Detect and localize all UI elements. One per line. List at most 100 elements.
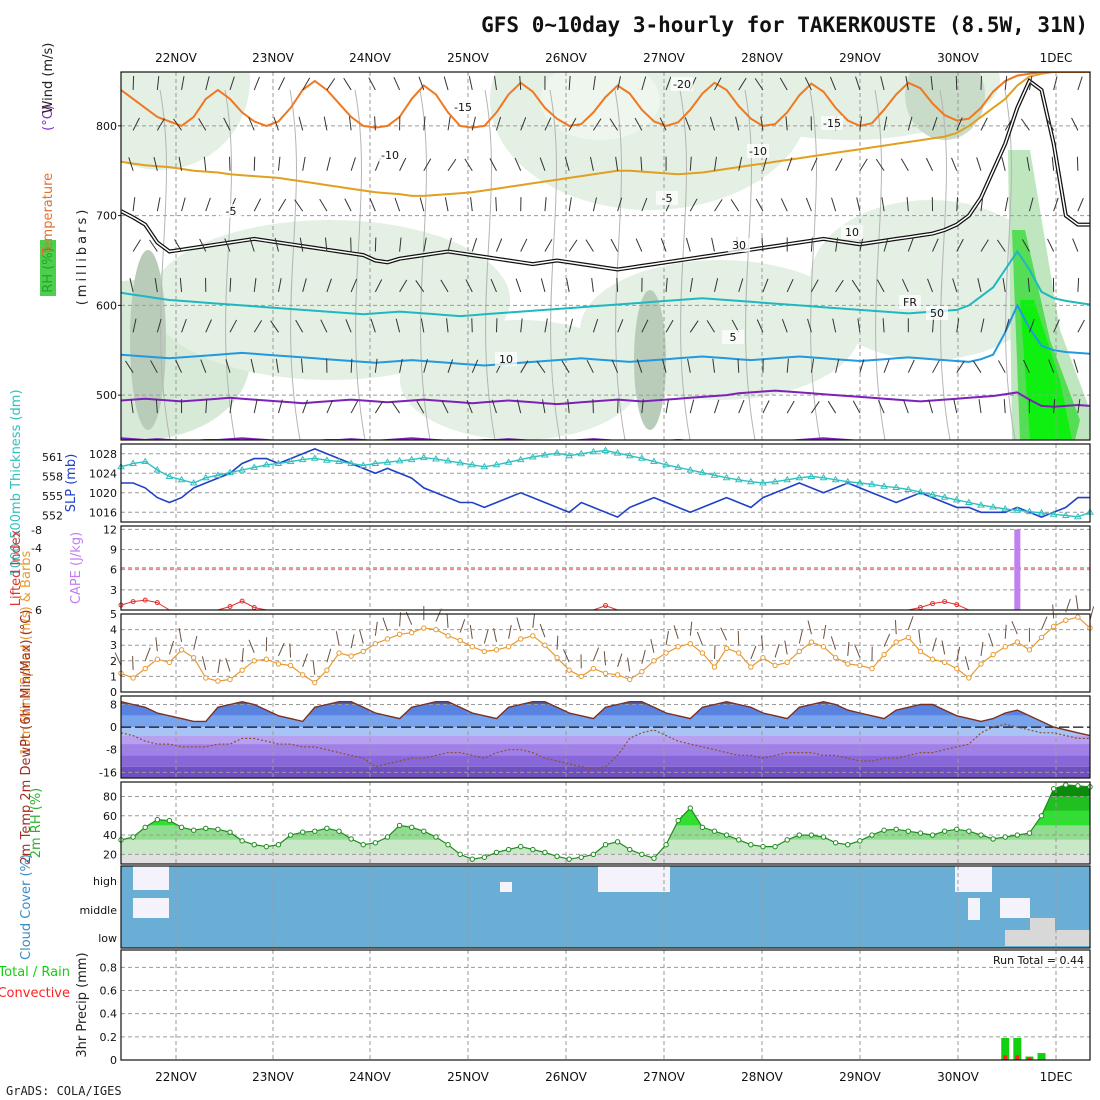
wind-barb — [709, 116, 715, 131]
wind-barb — [278, 198, 287, 212]
precip-ytick: 0 — [110, 1054, 117, 1067]
wind10-marker — [627, 676, 633, 683]
wind-barb — [229, 319, 238, 333]
wind-barb — [1001, 157, 1006, 171]
wind-barb — [857, 318, 861, 333]
wind-barb — [756, 319, 764, 333]
wind10-barb — [798, 629, 803, 644]
wind-barb — [440, 279, 449, 293]
wind-barb — [415, 280, 425, 293]
wind-barb — [684, 117, 691, 131]
wind-barb — [810, 279, 819, 293]
wind-barb — [253, 399, 258, 414]
rh-marker — [748, 842, 754, 848]
thickness-marker — [129, 459, 137, 466]
wind10-barb — [374, 621, 378, 636]
rh-marker — [760, 843, 766, 850]
wind-barb — [1020, 118, 1030, 131]
thickness-marker — [262, 460, 271, 468]
li-marker — [239, 598, 245, 604]
wind-barb — [785, 116, 788, 131]
wind-barb — [972, 360, 982, 373]
wind10-barb — [217, 659, 221, 674]
wind-barb — [250, 358, 255, 373]
rh-contour — [874, 89, 886, 440]
rh-contour — [939, 89, 951, 440]
thickness-marker — [528, 453, 537, 460]
wind-barb — [326, 278, 332, 293]
cloud-gap — [133, 866, 169, 890]
wind-barb — [641, 319, 649, 333]
wind-barb — [585, 239, 594, 252]
cloud-gap — [133, 898, 169, 918]
thickness-marker — [771, 477, 779, 485]
wind10-barb — [1089, 606, 1095, 621]
wind-barb — [299, 237, 304, 252]
thickness-marker — [710, 471, 719, 478]
rh-marker — [457, 851, 463, 858]
thickness-marker — [395, 456, 404, 464]
date-label-bottom: 1DEC — [1040, 1070, 1073, 1084]
wind-barb — [592, 318, 599, 333]
wind-barb — [253, 277, 257, 292]
wind-barb — [156, 75, 160, 91]
wind-barb — [786, 157, 793, 171]
wind-barb — [278, 77, 286, 91]
precip-ytick: 0.4 — [100, 1008, 118, 1021]
wind-barb — [952, 278, 958, 293]
wind10-marker — [166, 659, 173, 666]
slp-line — [121, 448, 1090, 519]
wind-barb — [807, 318, 812, 333]
thickness-marker — [1013, 506, 1022, 513]
thickness-marker — [492, 460, 501, 468]
thickness-marker — [383, 458, 392, 465]
wind10-barb — [532, 613, 536, 628]
wind-barb — [636, 359, 643, 373]
wind-barb — [416, 400, 425, 414]
wind-barb — [132, 197, 136, 212]
rh-shade-10 — [905, 72, 985, 140]
wind-barb — [395, 318, 401, 333]
wind-barb — [125, 360, 134, 373]
thickness-marker — [347, 459, 356, 466]
thickness-marker — [868, 480, 876, 487]
contour-label-bg — [728, 238, 750, 252]
wind-barb — [298, 116, 304, 131]
wind-barb — [760, 116, 764, 131]
wind-barb — [859, 359, 865, 373]
wind-barb — [544, 117, 552, 131]
wind-barb — [876, 279, 885, 293]
thickness-marker — [298, 455, 307, 463]
wind-barb — [754, 78, 764, 91]
wind-barb — [274, 237, 279, 252]
cloud-ylabel: Cloud Cover (%) — [19, 854, 34, 960]
wind10-barb — [516, 617, 522, 632]
rh-band — [121, 810, 1090, 826]
wind-barb — [1072, 238, 1079, 252]
wind-barb — [295, 319, 304, 333]
wind-barb — [786, 279, 794, 293]
upper-air-panel: -20 -15 -15 -10 -10 -5 -5 5 10 30 50 10 FR 500 600 700 8… — [40, 43, 1091, 441]
wind-barb — [762, 278, 769, 293]
rh-marker — [130, 834, 136, 840]
wind10-barb — [302, 653, 308, 668]
rh-marker — [336, 828, 342, 834]
wind10-ytick: 3 — [110, 639, 117, 652]
rh-marker — [978, 832, 984, 838]
wind-barb — [132, 239, 141, 252]
wind-barb — [810, 401, 820, 414]
contour-label-bg — [671, 77, 693, 91]
rh-contour — [744, 89, 756, 440]
contour-label: 5 — [730, 331, 737, 344]
wind-barb — [611, 359, 619, 373]
upper-contents: -20 -15 -15 -10 -10 -5 -5 5 10 30 50 10 FR — [121, 72, 1090, 440]
wind-barb — [464, 158, 473, 171]
thickness-marker — [843, 477, 852, 485]
wind-barb — [859, 237, 864, 252]
precip-total-bar — [1037, 1053, 1046, 1060]
wind10-barb — [459, 619, 466, 633]
rh-marker — [796, 832, 802, 838]
date-label-top: 30NOV — [937, 51, 979, 65]
thickness-marker — [419, 453, 428, 461]
wind10-barb — [1052, 604, 1055, 619]
